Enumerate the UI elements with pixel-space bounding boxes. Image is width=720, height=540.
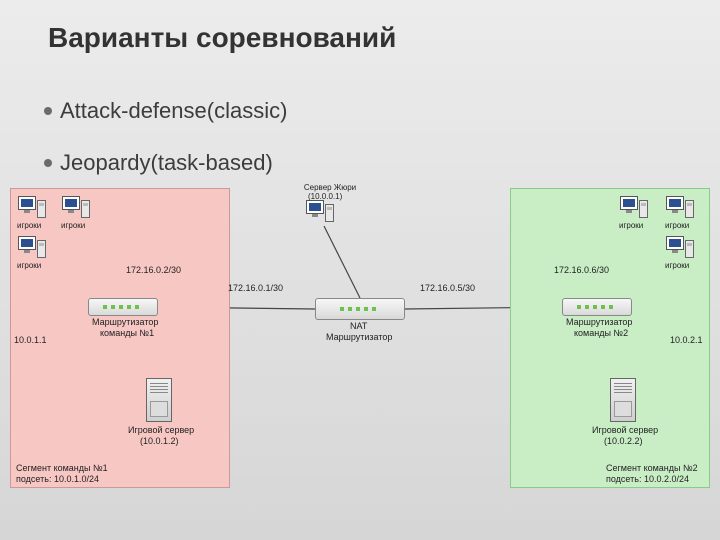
link-nat-left: 172.16.0.1/30 [228, 284, 283, 294]
player-label: игроки [17, 262, 41, 271]
player-label: игроки [619, 222, 643, 231]
team2-footer2: подсеть: 10.0.2.0/24 [606, 475, 689, 485]
nat-label: NAT [350, 322, 367, 332]
player-label: игроки [61, 222, 85, 231]
bullet-item: Jeopardy(task-based) [44, 150, 287, 176]
nat-router-icon [315, 298, 405, 320]
team2-footer1: Сегмент команды №2 [606, 464, 698, 474]
team1-server-icon [146, 378, 172, 422]
player-pc-icon [18, 236, 46, 262]
jury-server-icon [306, 200, 334, 226]
team1-footer1: Сегмент команды №1 [16, 464, 108, 474]
bullet-dot-icon [44, 107, 52, 115]
team2-server-ip: (10.0.2.2) [604, 437, 643, 447]
player-label: игроки [665, 262, 689, 271]
team1-router-label: Маршрутизатор [92, 318, 158, 328]
bullet-dot-icon [44, 159, 52, 167]
link-t2-wan: 172.16.0.6/30 [554, 266, 609, 276]
team2-server-icon [610, 378, 636, 422]
link-t1-lan: 10.0.1.1 [14, 336, 47, 346]
team1-router-icon [88, 298, 158, 316]
network-diagram: Сервер Жюри (10.0.0.1) NAT Маршрутизатор… [10, 188, 710, 488]
team1-footer2: подсеть: 10.0.1.0/24 [16, 475, 99, 485]
player-pc-icon [666, 196, 694, 222]
team2-server-label: Игровой сервер [592, 426, 658, 436]
link-t2-lan: 10.0.2.1 [670, 336, 703, 346]
nat-label2: Маршрутизатор [326, 333, 392, 343]
player-pc-icon [620, 196, 648, 222]
team1-router-label2: команды №1 [100, 329, 154, 339]
jury-ip: (10.0.0.1) [308, 193, 342, 202]
bullet-text: Attack-defense(classic) [60, 98, 287, 124]
bullet-item: Attack-defense(classic) [44, 98, 287, 124]
player-pc-icon [62, 196, 90, 222]
player-pc-icon [18, 196, 46, 222]
team2-router-label: Маршрутизатор [566, 318, 632, 328]
team1-server-ip: (10.0.1.2) [140, 437, 179, 447]
bullet-text: Jeopardy(task-based) [60, 150, 273, 176]
slide-title: Варианты соревнований [48, 22, 396, 54]
player-label: игроки [665, 222, 689, 231]
bullet-list: Attack-defense(classic) Jeopardy(task-ba… [44, 98, 287, 202]
team1-server-label: Игровой сервер [128, 426, 194, 436]
link-t1-wan: 172.16.0.2/30 [126, 266, 181, 276]
link-nat-right: 172.16.0.5/30 [420, 284, 475, 294]
team2-router-label2: команды №2 [574, 329, 628, 339]
player-pc-icon [666, 236, 694, 262]
player-label: игроки [17, 222, 41, 231]
team2-router-icon [562, 298, 632, 316]
